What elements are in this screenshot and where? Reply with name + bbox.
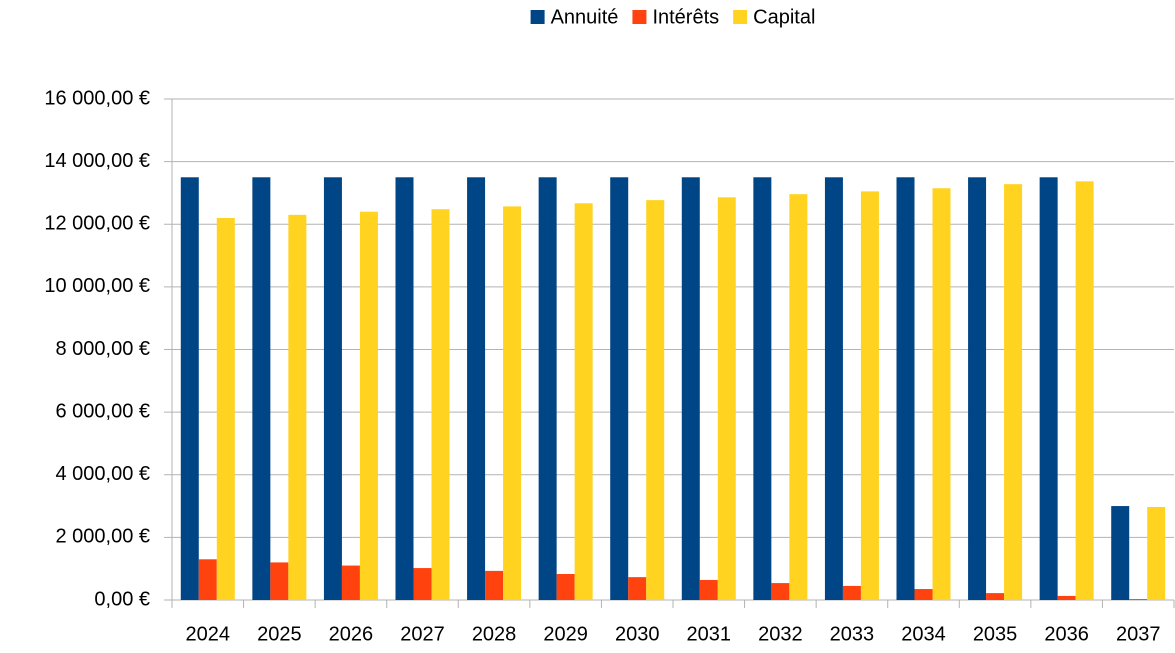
- bar: [860, 191, 879, 600]
- bar: [574, 203, 593, 600]
- x-tick-label: 2027: [400, 623, 445, 645]
- bar: [1147, 507, 1166, 600]
- bar: [288, 214, 307, 600]
- bar: [824, 177, 843, 600]
- legend-label: Intérêts: [652, 6, 719, 28]
- bar: [681, 177, 700, 600]
- bar: [413, 568, 432, 600]
- bar: [252, 177, 271, 600]
- bar: [932, 188, 951, 600]
- bar: [1039, 177, 1058, 600]
- bar: [503, 206, 522, 601]
- legend-label: Capital: [753, 6, 815, 28]
- legend-swatch: [733, 10, 748, 24]
- y-tick-label: 10 000,00 €: [44, 275, 150, 297]
- x-tick-label: 2032: [758, 623, 803, 645]
- bar: [359, 211, 378, 600]
- bar: [896, 177, 915, 600]
- bar: [556, 574, 575, 600]
- x-tick-label: 2028: [472, 623, 517, 645]
- bar: [270, 562, 289, 600]
- x-tick-label: 2034: [901, 623, 946, 645]
- bar: [610, 177, 629, 600]
- bar: [216, 217, 235, 601]
- legend-swatch: [632, 10, 647, 24]
- x-tick-label: 2037: [1116, 623, 1161, 645]
- y-tick-label: 6 000,00 €: [55, 400, 150, 422]
- bar: [968, 177, 987, 600]
- bar: [341, 565, 360, 600]
- x-tick-label: 2025: [257, 623, 302, 645]
- y-tick-label: 16 000,00 €: [44, 87, 150, 109]
- bar: [914, 589, 933, 600]
- bar: [842, 585, 861, 600]
- x-tick-label: 2030: [615, 623, 660, 645]
- bar: [771, 583, 790, 600]
- bar: [646, 200, 665, 600]
- bar: [431, 209, 450, 600]
- bar: [789, 194, 808, 600]
- x-tick-label: 2036: [1044, 623, 1089, 645]
- bar: [753, 177, 772, 600]
- bar: [1004, 184, 1023, 601]
- x-tick-label: 2033: [830, 623, 875, 645]
- y-tick-label: 2 000,00 €: [55, 526, 150, 548]
- legend: Annuité Intérêts Capital: [530, 6, 815, 28]
- bar: [485, 570, 504, 600]
- bar: [1057, 595, 1076, 600]
- bar: [180, 177, 199, 600]
- y-tick-label: 8 000,00 €: [55, 338, 150, 360]
- bar: [467, 177, 486, 600]
- bar: [1129, 599, 1148, 600]
- x-tick-label: 2026: [329, 623, 374, 645]
- x-tick-label: 2031: [687, 623, 732, 645]
- legend-swatch: [530, 10, 545, 24]
- bar: [1075, 181, 1094, 600]
- y-tick-label: 12 000,00 €: [44, 213, 150, 235]
- bar: [538, 177, 557, 600]
- y-tick-label: 4 000,00 €: [55, 463, 150, 485]
- x-tick-label: 2029: [543, 623, 588, 645]
- y-tick-label: 14 000,00 €: [44, 150, 150, 172]
- bar: [717, 197, 736, 601]
- legend-label: Annuité: [551, 6, 619, 28]
- bar: [395, 177, 414, 600]
- bar: [1111, 506, 1130, 600]
- bar: [323, 177, 342, 600]
- bar: [628, 577, 647, 600]
- bar: [986, 593, 1005, 600]
- x-tick-label: 2024: [186, 623, 231, 645]
- y-tick-label: 0,00 €: [94, 588, 150, 610]
- x-tick-label: 2035: [973, 623, 1018, 645]
- bar: [198, 559, 217, 600]
- bar: [699, 579, 718, 600]
